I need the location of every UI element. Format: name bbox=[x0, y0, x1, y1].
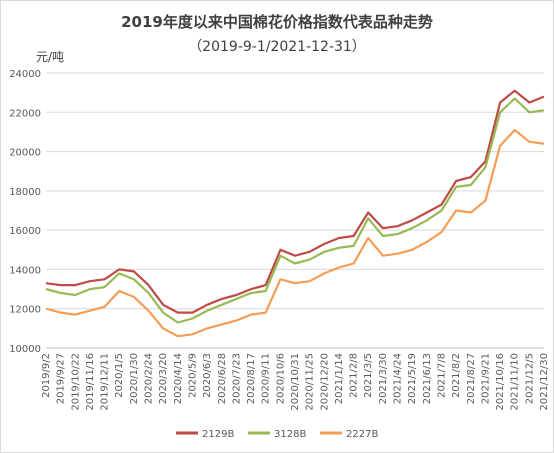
chart-subtitle: （2019-9-1/2021-12-31） bbox=[188, 39, 366, 55]
x-tick-label: 2019/12/11 bbox=[100, 353, 111, 411]
legend-label: 2227B bbox=[346, 429, 378, 440]
x-tick-label: 2020/3/20 bbox=[158, 353, 169, 404]
x-tick-label: 2020/7/23 bbox=[231, 353, 242, 404]
series-line-2129B bbox=[45, 89, 545, 314]
x-tick-label: 2020/11/25 bbox=[305, 353, 316, 411]
x-tick-label: 2020/8/17 bbox=[246, 353, 257, 404]
x-tick-label: 2021/7/8 bbox=[436, 353, 447, 398]
chart-title: 2019年度以来中国棉花价格指数代表品种走势 bbox=[121, 13, 433, 31]
x-tick-label: 2021/4/24 bbox=[393, 353, 404, 404]
x-tick-label: 2020/4/14 bbox=[173, 353, 184, 404]
x-tick-label: 2020/10/6 bbox=[275, 353, 286, 404]
y-axis-ticks: 10000 12000 14000 16000 18000 20000 22000 24000 bbox=[9, 69, 41, 355]
x-tick-label: 2021/3/5 bbox=[363, 353, 374, 398]
x-tick-label: 2020/6/3 bbox=[202, 353, 213, 398]
y-tick-label: 22000 bbox=[9, 108, 41, 119]
x-tick-label: 2021/12/5 bbox=[524, 353, 535, 404]
x-tick-label: 2021/1/14 bbox=[334, 353, 345, 404]
legend-label: 2129B bbox=[202, 429, 234, 440]
series-lines bbox=[45, 89, 545, 338]
legend-label: 3128B bbox=[274, 429, 306, 440]
x-tick-label: 2021/9/21 bbox=[480, 353, 491, 404]
x-tick-label: 2021/2/8 bbox=[349, 353, 360, 398]
x-tick-label: 2020/12/20 bbox=[319, 353, 330, 411]
x-tick-label: 2020/10/31 bbox=[290, 353, 301, 411]
x-tick-label: 2019/9/27 bbox=[56, 353, 67, 404]
x-tick-label: 2020/9/11 bbox=[261, 353, 272, 404]
x-tick-label: 2021/5/19 bbox=[407, 353, 418, 404]
x-tick-label: 2021/3/30 bbox=[378, 353, 389, 404]
x-axis-ticks: 2019/9/2 2019/9/27 2019/10/22 2019/11/16 201… bbox=[41, 353, 550, 411]
y-tick-label: 18000 bbox=[9, 187, 41, 198]
x-tick-label: 2021/11/10 bbox=[510, 353, 521, 411]
x-tick-label: 2021/10/16 bbox=[495, 353, 506, 411]
x-tick-label: 2021/8/27 bbox=[466, 353, 477, 404]
x-tick-label: 2019/10/22 bbox=[70, 353, 81, 411]
x-tick-label: 2020/1/5 bbox=[114, 353, 125, 398]
series-line-2227B bbox=[45, 128, 545, 338]
x-tick-label: 2020/1/30 bbox=[129, 353, 140, 404]
y-tick-label: 12000 bbox=[9, 305, 41, 316]
series-line-3128B bbox=[45, 97, 545, 324]
x-tick-label: 2021/6/13 bbox=[422, 353, 433, 404]
y-tick-label: 10000 bbox=[9, 344, 41, 355]
x-tick-label: 2021/8/2 bbox=[451, 353, 462, 398]
y-tick-label: 16000 bbox=[9, 226, 41, 237]
x-tick-label: 2020/2/24 bbox=[144, 353, 155, 404]
legend: 2129B 3128B 2227B bbox=[176, 429, 378, 440]
y-tick-label: 14000 bbox=[9, 265, 41, 276]
y-tick-label: 20000 bbox=[9, 148, 41, 159]
y-tick-label: 24000 bbox=[9, 69, 41, 80]
x-tick-label: 2019/9/2 bbox=[41, 353, 52, 398]
x-tick-label: 2020/6/28 bbox=[217, 353, 228, 404]
gridlines bbox=[46, 72, 544, 349]
x-tick-label: 2021/12/30 bbox=[539, 353, 550, 411]
x-tick-label: 2019/11/16 bbox=[85, 353, 96, 411]
y-axis-unit-label: 元/吨 bbox=[36, 50, 65, 64]
x-tick-label: 2020/5/9 bbox=[187, 353, 198, 398]
